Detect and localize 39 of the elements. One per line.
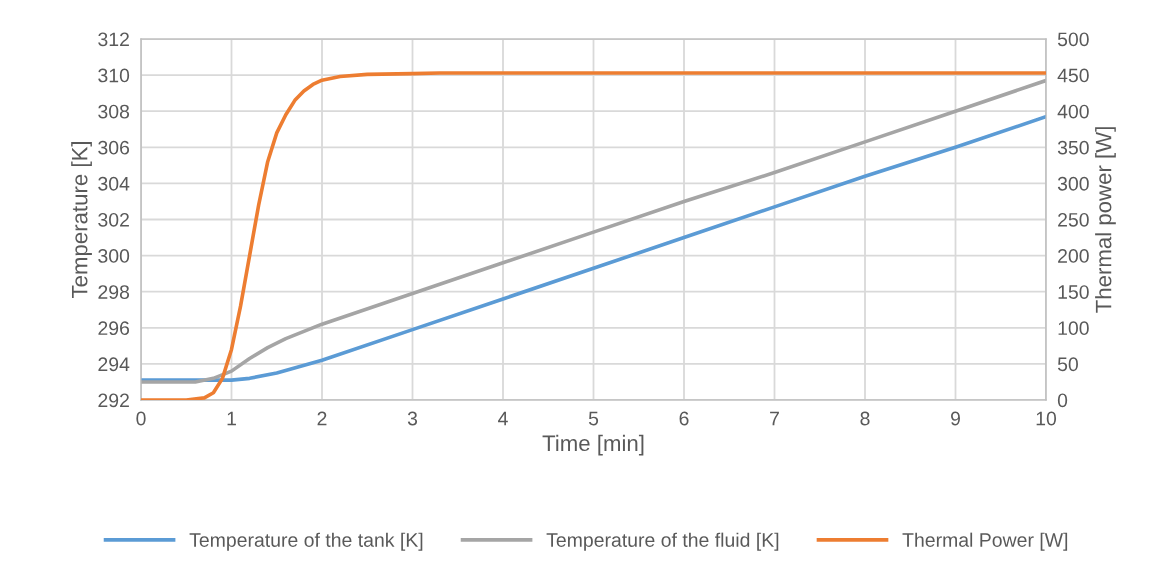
y2-tick-label: 100 xyxy=(1058,321,1089,336)
x-tick-label: 7 xyxy=(770,411,779,426)
x-tick-label: 3 xyxy=(407,411,418,426)
x-tick-label: 5 xyxy=(588,411,599,426)
y2-tick-label: 350 xyxy=(1057,140,1089,155)
x-tick-label: 9 xyxy=(951,411,960,426)
y2-tick-label: 250 xyxy=(1058,212,1089,227)
legend-label: Thermal Power [W] xyxy=(902,532,1068,551)
y-tick-label: 312 xyxy=(98,32,129,47)
x-tick-label: 2 xyxy=(317,411,327,426)
y-tick-label: 298 xyxy=(98,285,130,299)
y2-tick-label: 400 xyxy=(1057,104,1089,119)
legend-label: Temperature of the fluid [K] xyxy=(546,532,779,551)
x-tick-label: 10 xyxy=(1036,411,1057,426)
x-tick-label: 1 xyxy=(227,411,236,426)
y-tick-label: 306 xyxy=(98,140,130,155)
y2-tick-label: 500 xyxy=(1057,32,1089,47)
x-axis-title: Time [min] xyxy=(542,434,644,456)
y-tick-label: 292 xyxy=(98,393,129,408)
y2-tick-label: 300 xyxy=(1057,176,1089,191)
x-tick-label: 0 xyxy=(136,411,146,426)
y-tick-label: 302 xyxy=(98,212,129,227)
y2-tick-label: 200 xyxy=(1058,249,1089,263)
legend-label: Temperature of the tank [K] xyxy=(189,532,423,551)
y2-tick-label: 450 xyxy=(1057,68,1089,83)
y2-tick-label: 0 xyxy=(1057,393,1068,408)
y-tick-label: 308 xyxy=(98,104,130,119)
x-tick-label: 8 xyxy=(860,411,870,426)
y-tick-label: 300 xyxy=(98,249,130,263)
y2-tick-label: 150 xyxy=(1058,285,1089,299)
x-tick-label: 6 xyxy=(679,411,689,426)
y2-axis-title: Thermal power [W] xyxy=(1095,127,1116,313)
x-tick-label: 4 xyxy=(498,411,508,426)
y-tick-label: 296 xyxy=(98,321,130,336)
y2-tick-label: 50 xyxy=(1057,357,1078,372)
y-tick-label: 304 xyxy=(98,176,130,191)
y-axis-title: Temperature [K] xyxy=(71,142,92,299)
y-tick-label: 294 xyxy=(98,357,130,372)
y-tick-label: 310 xyxy=(98,68,130,83)
